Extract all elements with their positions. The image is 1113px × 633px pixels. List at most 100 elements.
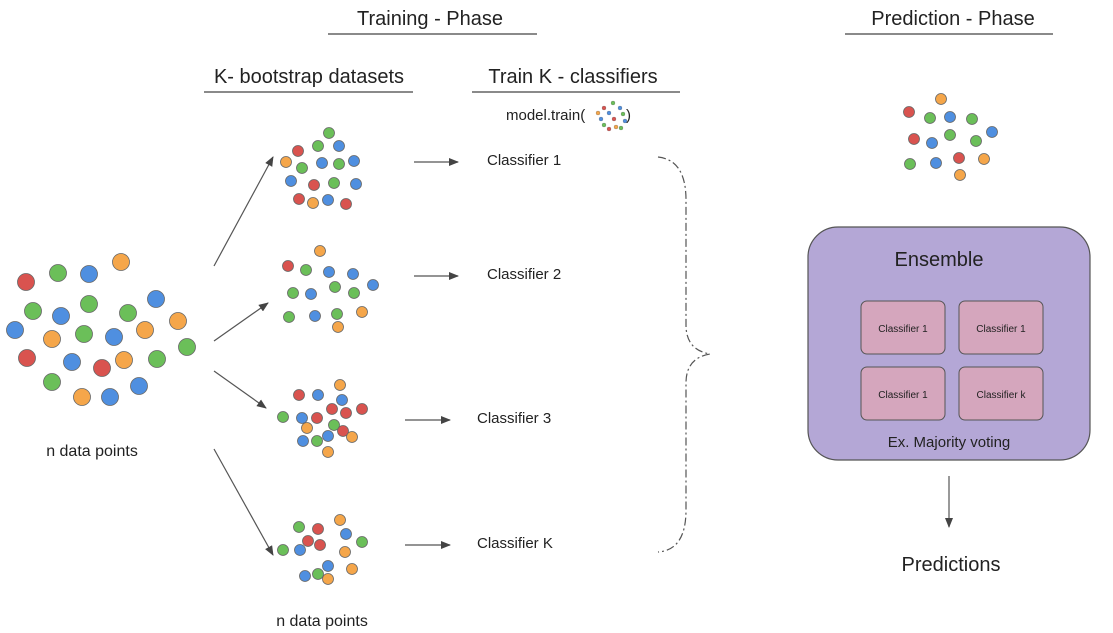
- data-point: [148, 350, 166, 368]
- data-point: [954, 169, 966, 181]
- ensemble-classifier-box-3: [860, 366, 946, 421]
- data-point: [302, 535, 314, 547]
- bootstrap-cluster-k: [277, 514, 368, 585]
- data-point: [944, 129, 956, 141]
- data-points-layer: [6, 93, 998, 585]
- train-title: Train K - classifiers: [488, 66, 657, 88]
- data-point: [316, 157, 328, 169]
- data-point: [336, 394, 348, 406]
- data-point: [293, 389, 305, 401]
- data-point: [136, 321, 154, 339]
- data-point: [339, 546, 351, 558]
- data-point: [346, 431, 358, 443]
- data-point: [307, 197, 319, 209]
- data-point: [112, 253, 130, 271]
- data-point: [334, 514, 346, 526]
- data-point: [43, 373, 61, 391]
- data-point: [6, 321, 24, 339]
- ensemble-title: Ensemble: [895, 249, 984, 271]
- data-point: [63, 353, 81, 371]
- ensemble-classifier-box-1: [860, 300, 946, 355]
- data-point: [367, 279, 379, 291]
- data-point: [292, 145, 304, 157]
- data-point: [334, 379, 346, 391]
- data-point: [601, 105, 607, 111]
- data-point: [105, 328, 123, 346]
- data-point: [322, 573, 334, 585]
- data-point: [924, 112, 936, 124]
- bootstrap-cluster-1: [280, 127, 362, 210]
- data-point: [611, 116, 617, 122]
- data-point: [17, 273, 35, 291]
- data-point: [908, 133, 920, 145]
- data-point: [80, 295, 98, 313]
- ensemble-classifier-box-4: [958, 366, 1044, 421]
- data-point: [348, 155, 360, 167]
- data-point: [598, 116, 604, 122]
- data-point: [311, 435, 323, 447]
- model-train-call: model.train(: [506, 107, 585, 124]
- data-point: [322, 560, 334, 572]
- data-point: [986, 126, 998, 138]
- ensemble-classifier-label-4: Classifier k: [977, 390, 1027, 401]
- data-point: [340, 198, 352, 210]
- data-point: [978, 153, 990, 165]
- data-point: [299, 570, 311, 582]
- data-point: [323, 266, 335, 278]
- data-point: [613, 124, 619, 130]
- prediction-data-cluster: [903, 93, 998, 181]
- bootstrap-data-label: n data points: [276, 613, 368, 630]
- data-point: [322, 194, 334, 206]
- data-point: [331, 308, 343, 320]
- model-train-mini-cluster: [595, 100, 628, 132]
- data-point: [606, 110, 612, 116]
- model-train-call-close: ): [626, 107, 631, 124]
- ensemble-classifier-label-2: Classifier 1: [976, 324, 1026, 335]
- data-point: [340, 407, 352, 419]
- data-point: [930, 157, 942, 169]
- arrow-to-bootstrap-2: [213, 302, 269, 342]
- data-point: [610, 100, 616, 106]
- data-point: [49, 264, 67, 282]
- classifier-1-label: Classifier 1: [487, 152, 561, 169]
- data-point: [277, 411, 289, 423]
- classifiers-brace: [657, 156, 711, 553]
- predictions-label: Predictions: [902, 554, 1001, 576]
- data-point: [52, 307, 70, 325]
- data-point: [620, 111, 626, 117]
- data-point: [346, 563, 358, 575]
- data-point: [322, 446, 334, 458]
- prediction-phase-title: Prediction - Phase: [871, 8, 1034, 30]
- data-point: [328, 177, 340, 189]
- arrow-to-bootstrap-1: [213, 156, 274, 267]
- data-point: [350, 178, 362, 190]
- data-point: [300, 264, 312, 276]
- ensemble-classifier-label-3: Classifier 1: [878, 390, 928, 401]
- data-point: [314, 245, 326, 257]
- data-point: [119, 304, 137, 322]
- data-point: [293, 193, 305, 205]
- data-point: [337, 425, 349, 437]
- ensemble-classifier-box-2: [958, 300, 1044, 355]
- data-point: [293, 521, 305, 533]
- data-point: [277, 544, 289, 556]
- data-point: [312, 523, 324, 535]
- data-point: [73, 388, 91, 406]
- data-point: [305, 288, 317, 300]
- data-point: [283, 311, 295, 323]
- data-point: [903, 106, 915, 118]
- arrow-to-bootstrap-3: [213, 370, 267, 409]
- data-point: [24, 302, 42, 320]
- voting-method-label: Ex. Majority voting: [888, 434, 1011, 451]
- classifier-3-label: Classifier 3: [477, 410, 551, 427]
- data-point: [178, 338, 196, 356]
- data-point: [312, 568, 324, 580]
- data-point: [296, 412, 308, 424]
- data-point: [606, 126, 612, 132]
- data-point: [280, 156, 292, 168]
- data-point: [904, 158, 916, 170]
- bootstrap-cluster-3: [277, 379, 368, 458]
- ensemble-classifier-label-1: Classifier 1: [878, 324, 928, 335]
- data-point: [601, 122, 607, 128]
